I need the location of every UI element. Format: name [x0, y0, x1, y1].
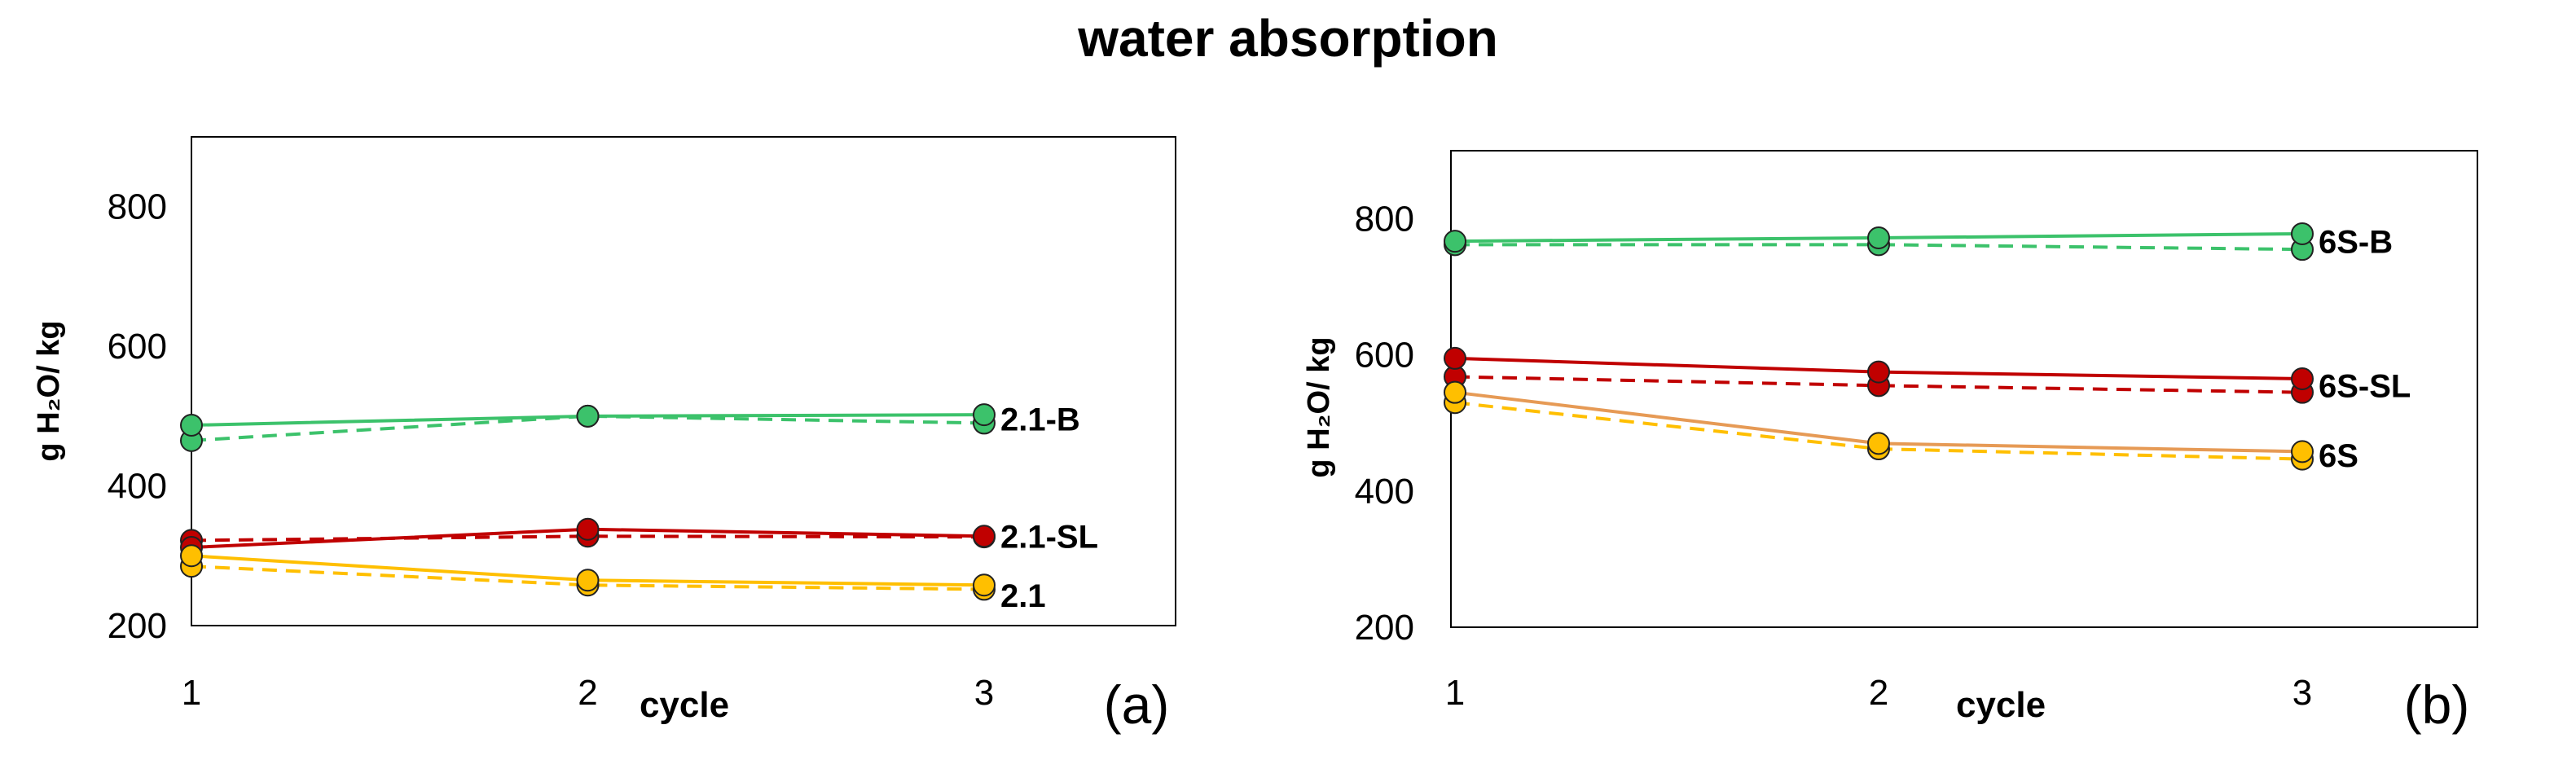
x-tick-label: 1 [1445, 673, 1465, 713]
x-axis-label: cycle [640, 685, 729, 725]
y-tick-label: 800 [1355, 200, 1414, 239]
series-label-2.1: 2.1 [1000, 578, 1046, 614]
x-tick-label: 3 [2292, 673, 2312, 713]
y-tick-label: 200 [108, 606, 167, 646]
series-label-6S-B: 6S-B [2319, 225, 2393, 261]
y-tick-label: 800 [108, 187, 167, 227]
chart-panel-b: 200 400 600 800 1 2 3 cycle g H₂O/ kg (b) 6S-B 6S-S… [1302, 150, 2478, 735]
y-tick-label: 400 [108, 467, 167, 507]
x-tick-label: 3 [974, 673, 994, 713]
panel-label: (a) [1104, 674, 1170, 735]
y-tick-label: 600 [108, 327, 167, 367]
series-6S-SL-solid-point [1867, 360, 1890, 384]
x-tick-label: 2 [578, 673, 597, 713]
series-2.1-B-solid-point [973, 403, 996, 427]
y-axis-label: g H₂O/ kg [32, 320, 66, 461]
series-6S-B-solid-point [2291, 222, 2314, 245]
y-tick-label: 200 [1355, 608, 1414, 648]
chart-panel-a: 200 400 600 800 1 2 3 cycle g H₂O/ kg (a) 2.1-B 2.1… [32, 136, 1176, 735]
plot-frame [191, 136, 1176, 626]
series-6S-SL-solid-point [2291, 367, 2314, 390]
series-2.1-solid-point [576, 569, 600, 592]
y-tick-label: 600 [1355, 336, 1414, 376]
page-title: water absorption [1078, 9, 1498, 68]
x-axis-label: cycle [1956, 685, 2046, 725]
series-label-6S: 6S [2319, 438, 2358, 474]
series-6S-solid-point [1867, 432, 1890, 455]
series-2.1-solid-point [973, 573, 996, 597]
series-2.1-dashed-line [191, 565, 985, 591]
series-2.1-SL-dashed-line [191, 534, 985, 543]
series-label-2.1-SL: 2.1-SL [1000, 520, 1098, 556]
series-2.1-B-dashed-line [191, 414, 985, 442]
series-2.1-SL-solid-point [576, 517, 600, 541]
panel-label: (b) [2404, 674, 2470, 735]
series-label-2.1-B: 2.1-B [1000, 402, 1080, 437]
series-6S-B-solid-point [1867, 226, 1890, 249]
series-6S-solid-point [1444, 380, 1466, 404]
series-6S-solid-point [2291, 440, 2314, 463]
series-2.1-B-solid-point [180, 414, 203, 437]
series-6S-SL-solid-point [1444, 346, 1466, 370]
y-axis-label: g H₂O/ kg [1302, 336, 1336, 477]
series-6S-B-solid-point [1444, 230, 1466, 253]
series-2.1-solid-point [180, 544, 203, 568]
series-2.1-B-solid-point [576, 404, 600, 428]
y-tick-label: 400 [1355, 472, 1414, 512]
series-2.1-SL-solid-point [973, 525, 996, 548]
series-label-6S-SL: 6S-SL [2319, 368, 2411, 404]
x-tick-label: 1 [182, 673, 201, 713]
x-tick-label: 2 [1869, 673, 1888, 713]
